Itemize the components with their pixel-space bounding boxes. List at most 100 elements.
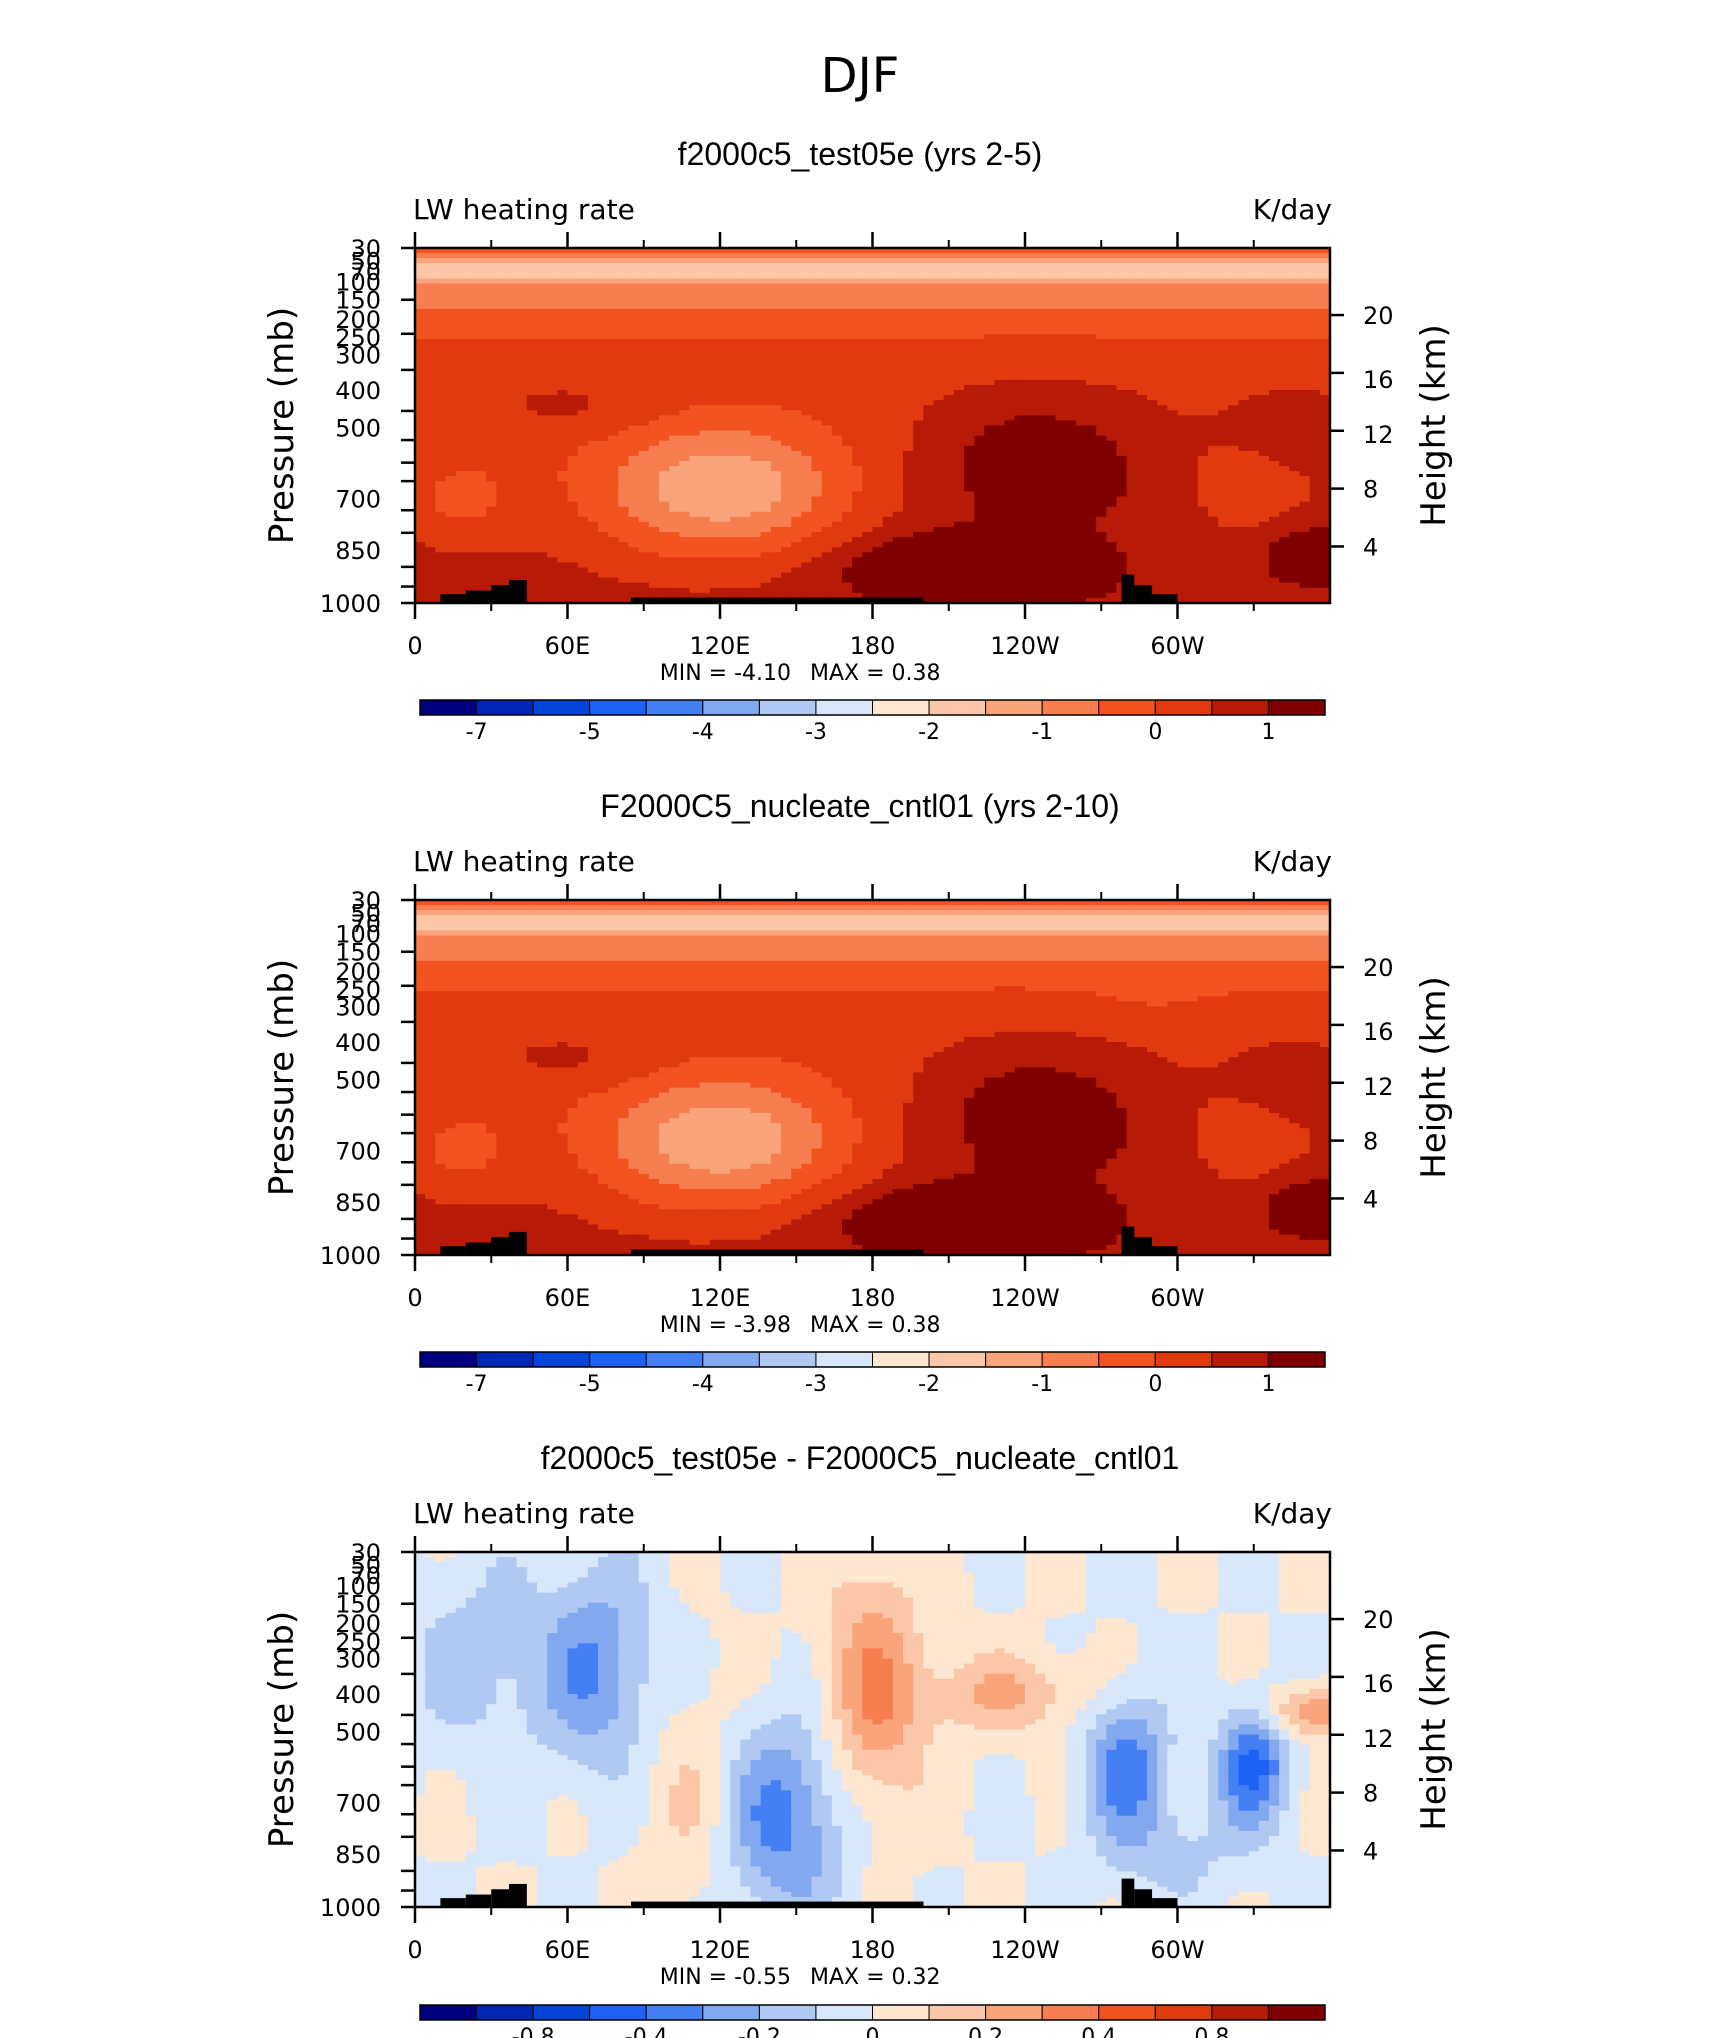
contour-cell bbox=[1096, 303, 1107, 310]
contour-cell bbox=[1279, 329, 1290, 335]
contour-cell bbox=[730, 516, 741, 523]
contour-cell bbox=[1157, 273, 1168, 280]
contour-cell bbox=[730, 349, 741, 356]
contour-cell bbox=[1309, 303, 1321, 310]
contour-cell bbox=[1187, 303, 1199, 310]
contour-cell bbox=[984, 334, 996, 340]
contour-cell bbox=[1197, 455, 1209, 462]
contour-cell bbox=[791, 471, 802, 477]
contour-cell bbox=[618, 390, 630, 396]
contour-cell bbox=[1096, 425, 1107, 432]
contour-cell bbox=[659, 496, 670, 503]
contour-cell bbox=[526, 298, 538, 305]
contour-cell bbox=[1086, 471, 1097, 477]
contour-cell bbox=[1228, 476, 1240, 482]
contour-cell bbox=[699, 455, 711, 462]
contour-cell bbox=[679, 476, 691, 482]
contour-cell bbox=[1167, 379, 1179, 386]
contour-cell bbox=[1279, 298, 1290, 305]
contour-cell bbox=[740, 486, 752, 493]
contour-cell bbox=[1075, 278, 1087, 285]
contour-cell bbox=[1157, 450, 1168, 457]
contour-cell bbox=[882, 481, 894, 487]
contour-cell bbox=[455, 511, 467, 518]
contour-cell bbox=[903, 455, 914, 462]
contour-cell bbox=[618, 384, 630, 391]
contour-cell bbox=[1208, 273, 1219, 280]
contour-cell bbox=[1136, 303, 1148, 310]
contour-cell bbox=[1208, 329, 1219, 335]
contour-cell bbox=[1238, 278, 1250, 285]
contour-cell bbox=[1258, 435, 1270, 442]
contour-cell bbox=[770, 364, 782, 371]
contour-cell bbox=[923, 278, 935, 285]
contour-cell bbox=[547, 308, 558, 315]
contour-cell bbox=[1319, 288, 1331, 295]
contour-cell bbox=[1197, 303, 1209, 310]
contour-cell bbox=[1086, 445, 1097, 452]
contour-cell bbox=[892, 455, 904, 462]
contour-cell bbox=[476, 349, 487, 356]
contour-cell bbox=[974, 466, 985, 472]
contour-cell bbox=[415, 293, 426, 300]
contour-cell bbox=[537, 476, 548, 482]
contour-cell bbox=[1035, 308, 1046, 315]
contour-cell bbox=[943, 445, 955, 452]
contour-cell bbox=[821, 481, 833, 487]
contour-cell bbox=[425, 374, 436, 381]
contour-cell bbox=[1167, 516, 1179, 523]
contour-cell bbox=[1126, 486, 1138, 493]
contour-cell bbox=[1248, 501, 1260, 508]
contour-cell bbox=[933, 516, 945, 523]
contour-cell bbox=[628, 374, 640, 381]
contour-cell bbox=[1014, 308, 1026, 315]
contour-cell bbox=[577, 248, 589, 254]
contour-cell bbox=[577, 359, 589, 366]
contour-cell bbox=[1004, 354, 1016, 361]
contour-cell bbox=[1248, 521, 1260, 528]
contour-cell bbox=[537, 491, 548, 498]
contour-cell bbox=[1045, 420, 1057, 427]
contour-cell bbox=[699, 374, 711, 381]
contour-cell bbox=[1208, 400, 1219, 406]
contour-cell bbox=[537, 293, 548, 300]
contour-cell bbox=[1086, 298, 1097, 305]
contour-cell bbox=[445, 390, 457, 396]
contour-cell bbox=[1045, 349, 1057, 356]
contour-cell bbox=[1218, 501, 1229, 508]
contour-cell bbox=[882, 344, 894, 351]
contour-cell bbox=[943, 349, 955, 356]
contour-cell bbox=[628, 364, 640, 371]
contour-cell bbox=[862, 481, 874, 487]
contour-cell bbox=[425, 440, 436, 447]
contour-cell bbox=[679, 298, 691, 305]
contour-cell bbox=[547, 379, 558, 386]
contour-cell bbox=[1025, 288, 1036, 295]
contour-cell bbox=[1014, 521, 1026, 528]
contour-cell bbox=[943, 273, 955, 280]
contour-cell bbox=[1187, 288, 1199, 295]
contour-cell bbox=[425, 293, 436, 300]
contour-cell bbox=[1014, 359, 1026, 366]
contour-cell bbox=[598, 415, 609, 422]
contour-cell bbox=[1258, 374, 1270, 381]
contour-cell bbox=[821, 501, 833, 508]
contour-cell bbox=[1025, 263, 1036, 269]
contour-cell bbox=[1106, 324, 1118, 330]
contour-cell bbox=[648, 344, 660, 351]
contour-cell bbox=[750, 349, 762, 356]
contour-cell bbox=[1126, 354, 1138, 361]
contour-cell bbox=[648, 476, 660, 482]
contour-cell bbox=[770, 491, 782, 498]
contour-cell bbox=[1319, 263, 1331, 269]
contour-cell bbox=[659, 410, 670, 416]
contour-cell bbox=[953, 491, 965, 498]
contour-cell bbox=[791, 263, 802, 269]
contour-cell bbox=[821, 263, 833, 269]
contour-cell bbox=[1228, 359, 1240, 366]
contour-cell bbox=[577, 496, 589, 503]
contour-cell bbox=[1299, 420, 1311, 427]
contour-cell bbox=[425, 303, 436, 310]
contour-cell bbox=[679, 313, 691, 320]
contour-cell bbox=[953, 395, 965, 401]
